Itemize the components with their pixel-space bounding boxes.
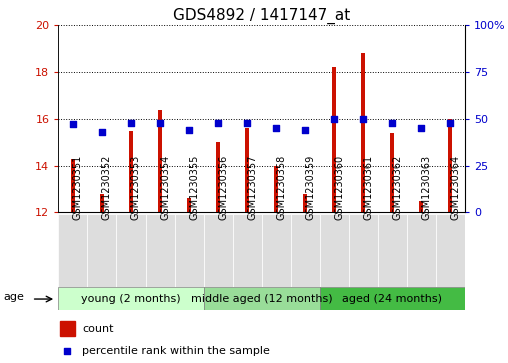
Bar bbox=[320, 287, 465, 310]
Bar bbox=[390, 133, 394, 212]
Text: GSM1230352: GSM1230352 bbox=[102, 155, 112, 220]
Bar bbox=[436, 214, 465, 287]
Bar bbox=[419, 201, 424, 212]
Point bbox=[272, 125, 280, 131]
Text: GSM1230360: GSM1230360 bbox=[334, 155, 344, 220]
Bar bbox=[175, 214, 204, 287]
Bar bbox=[332, 68, 336, 212]
Bar bbox=[448, 119, 453, 212]
Point bbox=[446, 120, 454, 126]
Text: GSM1230353: GSM1230353 bbox=[131, 155, 141, 220]
Bar bbox=[71, 159, 75, 212]
Title: GDS4892 / 1417147_at: GDS4892 / 1417147_at bbox=[173, 8, 350, 24]
Bar bbox=[407, 214, 436, 287]
Text: percentile rank within the sample: percentile rank within the sample bbox=[82, 346, 270, 356]
Bar bbox=[378, 214, 407, 287]
Point bbox=[417, 125, 425, 131]
Point bbox=[156, 120, 164, 126]
Text: young (2 months): young (2 months) bbox=[81, 294, 181, 303]
Text: GSM1230362: GSM1230362 bbox=[392, 155, 402, 220]
Bar bbox=[129, 131, 133, 212]
Text: GSM1230354: GSM1230354 bbox=[160, 155, 170, 220]
Bar bbox=[58, 214, 87, 287]
Point bbox=[98, 129, 106, 135]
Bar bbox=[60, 322, 75, 336]
Bar bbox=[100, 194, 104, 212]
Point bbox=[214, 120, 222, 126]
Text: GSM1230356: GSM1230356 bbox=[218, 155, 228, 220]
Text: age: age bbox=[3, 292, 24, 302]
Point bbox=[127, 120, 135, 126]
Text: GSM1230358: GSM1230358 bbox=[276, 155, 286, 220]
Bar bbox=[361, 53, 365, 212]
Bar bbox=[320, 214, 348, 287]
Bar bbox=[291, 214, 320, 287]
Text: GSM1230364: GSM1230364 bbox=[450, 155, 460, 220]
Bar bbox=[348, 214, 378, 287]
Bar bbox=[245, 128, 249, 212]
Point bbox=[359, 116, 367, 122]
Point bbox=[185, 127, 193, 133]
Bar bbox=[274, 166, 278, 212]
Text: GSM1230359: GSM1230359 bbox=[305, 155, 315, 220]
Bar bbox=[204, 287, 320, 310]
Text: GSM1230357: GSM1230357 bbox=[247, 155, 257, 220]
Bar bbox=[303, 194, 307, 212]
Text: middle aged (12 months): middle aged (12 months) bbox=[191, 294, 332, 303]
Text: GSM1230363: GSM1230363 bbox=[421, 155, 431, 220]
Point bbox=[330, 116, 338, 122]
Bar bbox=[158, 110, 162, 212]
Point bbox=[243, 120, 251, 126]
Text: GSM1230361: GSM1230361 bbox=[363, 155, 373, 220]
Bar bbox=[116, 214, 145, 287]
Point bbox=[301, 127, 309, 133]
Point bbox=[64, 348, 72, 354]
Text: count: count bbox=[82, 323, 114, 334]
Point bbox=[69, 122, 77, 127]
Bar bbox=[58, 287, 204, 310]
Bar bbox=[145, 214, 175, 287]
Text: aged (24 months): aged (24 months) bbox=[342, 294, 442, 303]
Bar bbox=[204, 214, 233, 287]
Bar bbox=[187, 198, 191, 212]
Point bbox=[388, 120, 396, 126]
Text: GSM1230355: GSM1230355 bbox=[189, 155, 199, 220]
Bar bbox=[262, 214, 291, 287]
Bar bbox=[233, 214, 262, 287]
Text: GSM1230351: GSM1230351 bbox=[73, 155, 83, 220]
Bar bbox=[87, 214, 116, 287]
Bar bbox=[216, 142, 220, 212]
